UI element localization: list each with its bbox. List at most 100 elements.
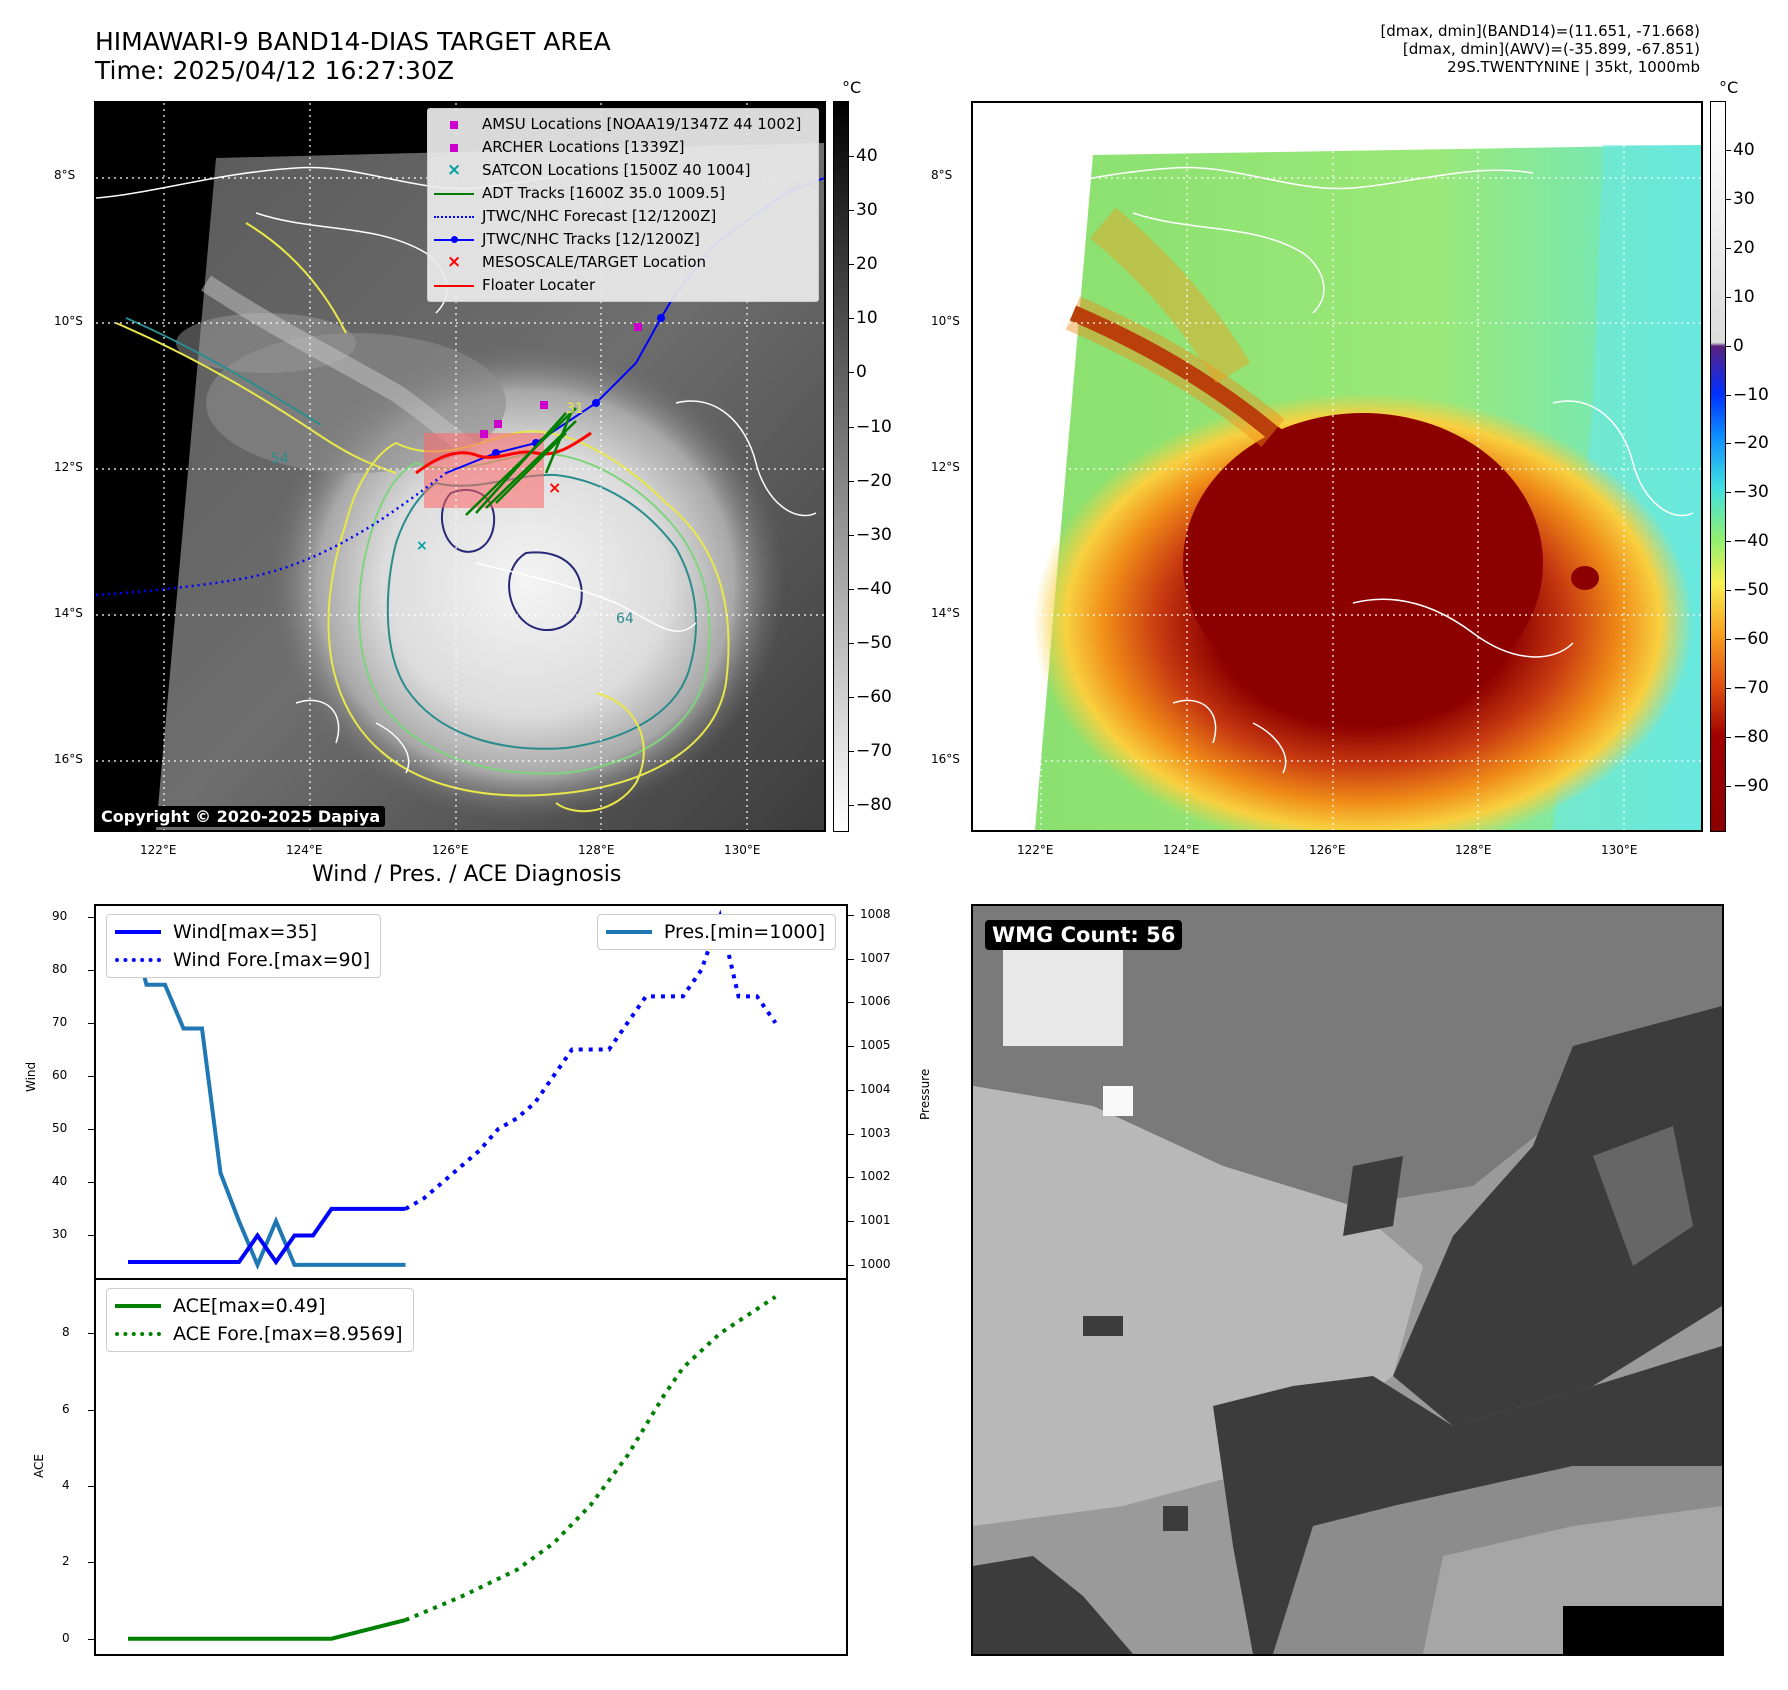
wind-tick-label: 80 [52,961,68,976]
lon-tick-label: 126°E [432,843,469,857]
lat-tick-label: 8°S [54,168,76,182]
color-colorbar-tick: −10 [1733,384,1769,405]
gray-colorbar-tickmark [849,642,854,644]
pressure-tick-label: 1002 [860,1169,891,1184]
color-colorbar-tickmark [1726,639,1731,640]
color-colorbar-tick: −70 [1733,677,1769,698]
wind-forecast-line [404,909,778,1211]
wind-legend: Wind[max=35] Wind Fore.[max=90] [106,914,382,978]
svg-text:×: × [416,538,428,554]
awv-map-image [973,103,1701,830]
ace-tickmark [88,1562,94,1564]
gray-colorbar-tick: −30 [856,524,892,545]
wind-tick-label: 50 [52,1121,68,1136]
gray-colorbar-tick: 10 [856,308,878,329]
pressure-tick-label: 1005 [860,1038,891,1053]
lat-tick-label: 10°S [54,314,83,328]
pressure-tickmark [848,1046,854,1048]
gray-colorbar-tickmark [849,480,854,482]
pressure-tickmark [848,1264,854,1266]
legend-label: AMSU Locations [NOAA19/1347Z 44 1002] [482,115,802,133]
legend-item: JTWC/NHC Tracks [12/1200Z] [434,228,810,251]
color-colorbar-tickmark [1726,541,1731,543]
pressure-tick-label: 1007 [860,950,891,965]
gray-colorbar-tickmark [849,426,854,428]
color-colorbar-tick: −90 [1733,775,1769,796]
lon-tick-label: 124°E [286,843,323,857]
wind-tickmark [88,1129,94,1131]
ace-legend: ACE[max=0.49] ACE Fore.[max=8.9569] [106,1288,414,1352]
ace-panel: ACE[max=0.49] ACE Fore.[max=8.9569] [94,1278,848,1656]
legend-marker-icon [434,210,474,224]
wind-tick-label: 30 [52,1227,68,1242]
legend-wind: Wind[max=35] [173,921,318,943]
gray-colorbar-tickmark [849,588,854,590]
gray-colorbar-tick: 20 [856,254,878,275]
lat-tick-label: 14°S [54,606,83,620]
pressure-tick-label: 1004 [860,1081,891,1096]
lon-tick-label: 122°E [1017,843,1054,857]
lat-tick-label: 8°S [931,168,953,182]
lat-tick-label: 14°S [931,606,960,620]
gray-colorbar-tick: 30 [856,200,878,221]
lon-tick-label: 124°E [1163,843,1200,857]
wind-axis-label: Wind [24,1061,38,1092]
legend-marker-icon [434,141,474,155]
ace-plot [128,1295,777,1641]
gray-colorbar-tick: −60 [856,687,892,707]
lon-tick-label: 130°E [724,843,761,857]
ace-axis-label: ACE [32,1454,46,1478]
color-colorbar [1710,101,1726,832]
awv-map-panel [971,101,1703,832]
legend-label: Floater Locater [482,276,596,294]
legend-marker-icon [434,187,474,201]
lon-tick-label: 130°E [1601,843,1638,857]
ace-tickmark [88,1333,94,1335]
color-colorbar-tickmark [1726,296,1731,298]
gray-colorbar-tick: 0 [856,362,867,383]
lat-tick-label: 16°S [931,752,960,766]
ace-forecast-line [404,1295,777,1622]
wind-tickmark [88,1076,94,1078]
legend-item: JTWC/NHC Forecast [12/1200Z] [434,205,810,228]
color-colorbar-tick: −20 [1733,433,1769,454]
legend-wind-fore: Wind Fore.[max=90] [173,949,371,971]
gray-colorbar-unit: °C [842,78,862,97]
pressure-tick-label: 1008 [860,906,891,921]
legend-item: × SATCON Locations [1500Z 40 1004] [434,159,810,182]
gray-colorbar-tickmark [849,805,854,807]
svg-text:×: × [548,478,561,497]
ace-tick-label: 0 [62,1630,70,1645]
info-awv: [dmax, dmin](AWV)=(-35.899, -67.851) [1402,40,1700,58]
color-colorbar-tickmark [1726,785,1731,787]
page-title: HIMAWARI-9 BAND14-DIAS TARGET AREA [95,27,611,56]
wind-line [128,1206,406,1266]
legend-marker-icon [434,118,474,132]
wind-tick-label: 60 [52,1068,68,1083]
pressure-tick-label: 1006 [860,994,891,1009]
color-colorbar-tick: 0 [1733,335,1744,356]
gray-colorbar-tick: −40 [856,578,892,599]
color-colorbar-tick: −50 [1733,580,1769,601]
wind-tick-label: 70 [52,1014,68,1029]
color-colorbar-tick: −80 [1733,726,1769,747]
gray-colorbar-tick: −20 [856,470,892,491]
wind-tickmark [88,969,94,971]
legend-marker-icon: × [447,251,462,272]
lat-tick-label: 12°S [931,460,960,474]
gray-colorbar-tickmark [849,210,854,212]
pressure-tick-label: 1003 [860,1125,891,1140]
gray-colorbar-tickmark [849,751,854,753]
gray-colorbar-tickmark [849,264,854,266]
ace-tickmark [88,1638,94,1640]
color-colorbar-unit: °C [1719,78,1739,97]
pressure-tickmark [848,1221,854,1223]
lon-tick-label: 128°E [1455,843,1492,857]
legend-item: Floater Locater [434,274,810,297]
wind-tick-label: 90 [52,908,68,923]
ace-tick-label: 2 [62,1554,70,1569]
gray-colorbar-tick: −70 [856,741,892,762]
map-legend: AMSU Locations [NOAA19/1347Z 44 1002] ARC… [427,108,819,302]
legend-ace: ACE[max=0.49] [173,1295,326,1317]
pressure-tick-label: 1000 [860,1256,891,1271]
